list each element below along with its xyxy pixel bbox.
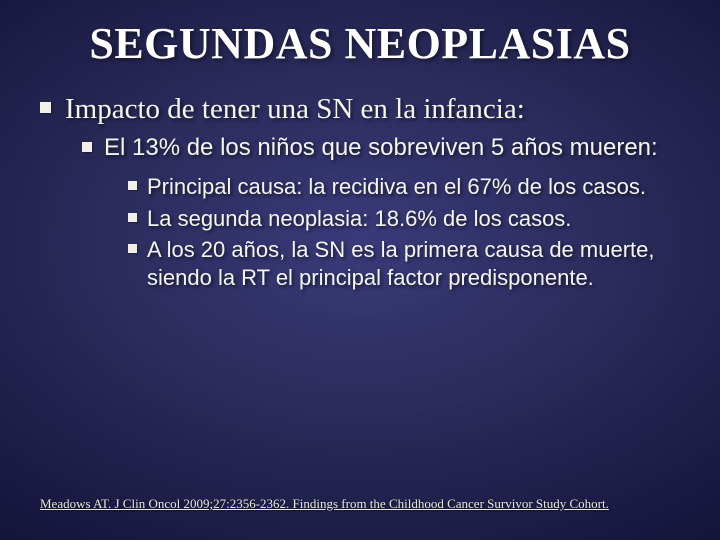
level3-text-1: La segunda neoplasia: 18.6% de los casos… [147,205,571,233]
slide: SEGUNDAS NEOPLASIAS Impacto de tener una… [0,0,720,540]
level2-text: El 13% de los niños que sobreviven 5 año… [104,133,658,163]
level1-text: Impacto de tener una SN en la infancia: [65,91,525,127]
bullet-level3: La segunda neoplasia: 18.6% de los casos… [128,205,680,233]
slide-title: SEGUNDAS NEOPLASIAS [40,18,680,69]
square-bullet-icon [128,181,137,190]
bullet-level3: A los 20 años, la SN es la primera causa… [128,236,680,291]
level3-text-0: Principal causa: la recidiva en el 67% d… [147,173,646,201]
bullet-level1: Impacto de tener una SN en la infancia: [40,91,680,127]
bullet-level2: El 13% de los niños que sobreviven 5 año… [82,133,680,163]
bullet-level3: Principal causa: la recidiva en el 67% d… [128,173,680,201]
citation-text: Meadows AT. J Clin Oncol 2009;27:2356-23… [40,496,680,512]
square-bullet-icon [82,142,92,152]
square-bullet-icon [128,213,137,222]
square-bullet-icon [128,244,137,253]
square-bullet-icon [40,102,51,113]
level3-text-2: A los 20 años, la SN es la primera causa… [147,236,680,291]
